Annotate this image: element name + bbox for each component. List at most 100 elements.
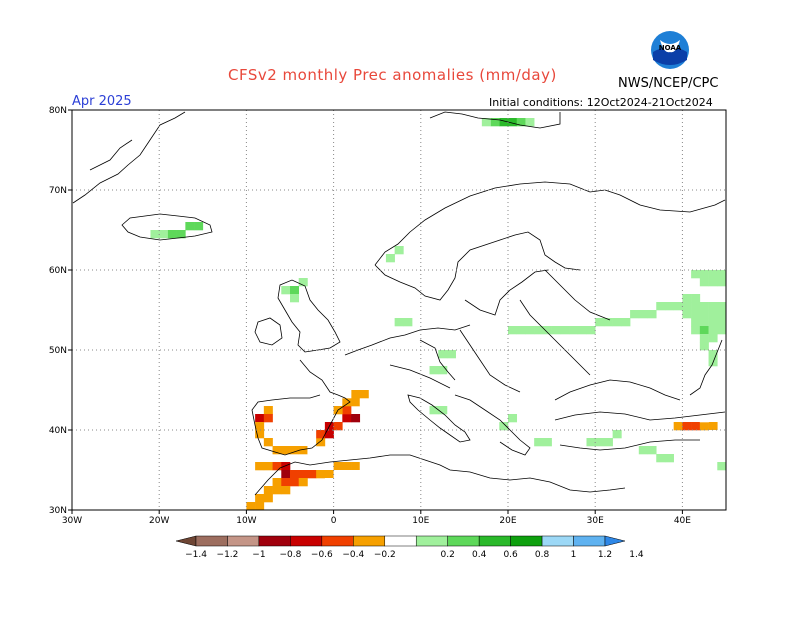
anomaly-cell (717, 318, 727, 327)
colorbar-label: 1.2 (598, 550, 612, 560)
lat-label: 50N (49, 346, 67, 356)
colorbar-label: −0.4 (342, 550, 364, 560)
anomaly-cell (281, 446, 291, 455)
anomaly-cell (438, 406, 448, 415)
anomaly-cell (255, 462, 265, 471)
anomaly-cell (333, 462, 343, 471)
anomaly-cell (290, 294, 300, 303)
anomaly-cell (551, 414, 561, 423)
anomaly-cell (298, 278, 308, 287)
anomaly-cell (263, 406, 273, 415)
anomaly-cell (263, 494, 273, 503)
gridlines (72, 110, 726, 510)
anomaly-cell (255, 502, 265, 511)
anomaly-cell (255, 422, 265, 431)
anomaly-cell (342, 398, 352, 407)
anomaly-cell (377, 462, 387, 471)
lat-label: 70N (49, 186, 67, 196)
anomaly-cell (708, 318, 718, 327)
colorbar-label: −0.8 (279, 550, 301, 560)
colorbar-box (227, 535, 260, 547)
anomaly-cell (699, 278, 709, 287)
anomaly-cell (403, 318, 413, 327)
anomaly-cell (412, 390, 422, 399)
anomaly-cell (342, 390, 352, 399)
anomaly-cell (255, 430, 265, 439)
anomaly-cell (333, 478, 343, 487)
anomaly-cell (664, 454, 674, 463)
lon-label: 30W (62, 516, 82, 526)
anomaly-cell (351, 414, 361, 423)
anomaly-cell (359, 462, 369, 471)
anomaly-cell (691, 310, 701, 319)
anomaly-cell (490, 118, 500, 127)
colorbar-box (321, 535, 354, 547)
anomaly-cell (586, 326, 596, 335)
lat-label: 40N (49, 426, 67, 436)
anomaly-cell (429, 366, 439, 375)
colorbar-min-arrow (175, 535, 197, 547)
anomaly-cell (167, 230, 177, 239)
anomaly-cell (394, 390, 404, 399)
anomaly-cell (438, 366, 448, 375)
anomaly-cell (385, 398, 395, 407)
anomaly-cell (525, 118, 535, 127)
anomaly-cell (586, 438, 596, 447)
lon-label: 10W (236, 516, 256, 526)
anomaly-cell (499, 422, 509, 431)
anomaly-cell (691, 270, 701, 279)
anomaly-cell (255, 414, 265, 423)
anomaly-cell (194, 222, 204, 231)
lon-label: 0 (331, 516, 337, 526)
anomaly-cell (359, 398, 369, 407)
anomaly-cell (691, 302, 701, 311)
colorbar-box (541, 535, 574, 547)
colorbar-label: −1 (252, 550, 265, 560)
anomaly-cell (324, 374, 334, 383)
anomaly-cells (150, 118, 727, 511)
colorbar-max-arrow (604, 535, 626, 547)
chart-title: CFSv2 monthly Prec anomalies (mm/day) (228, 66, 557, 84)
anomaly-cell (290, 286, 300, 295)
anomaly-cell (542, 438, 552, 447)
anomaly-cell (307, 366, 317, 375)
anomaly-cell (324, 478, 334, 487)
anomaly-cell (699, 310, 709, 319)
anomaly-cell (272, 462, 282, 471)
anomaly-cell (438, 350, 448, 359)
anomaly-cell (699, 414, 709, 423)
anomaly-cell (185, 222, 195, 231)
anomaly-cell (647, 310, 657, 319)
anomaly-cell (691, 326, 701, 335)
anomaly-cell (699, 342, 709, 351)
anomaly-cell (516, 326, 526, 335)
anomaly-cell (342, 470, 352, 479)
anomaly-cell (560, 414, 570, 423)
lat-label: 80N (49, 106, 67, 116)
anomaly-cell (298, 478, 308, 487)
anomaly-cell (246, 502, 256, 511)
anomaly-cell (691, 294, 701, 303)
forecast-month: Apr 2025 (72, 94, 132, 109)
anomaly-cell (290, 470, 300, 479)
colorbar-label: −1.2 (217, 550, 239, 560)
anomaly-cell (385, 462, 395, 471)
anomaly-cell (664, 302, 674, 311)
anomaly-cell (359, 470, 369, 479)
lat-label: 60N (49, 266, 67, 276)
anomaly-cell (691, 318, 701, 327)
anomaly-cell (534, 406, 544, 415)
colorbar-label: −0.6 (311, 550, 333, 560)
anomaly-cell (595, 318, 605, 327)
lon-label: 20E (499, 516, 516, 526)
anomaly-cell (708, 302, 718, 311)
anomaly-cell (525, 398, 535, 407)
anomaly-cell (481, 118, 491, 127)
anomaly-cell (682, 310, 692, 319)
anomaly-cell (385, 254, 395, 263)
anomaly-cell (351, 470, 361, 479)
anomaly-cell (717, 270, 727, 279)
anomaly-cell (717, 502, 727, 511)
anomaly-cell (508, 118, 518, 127)
